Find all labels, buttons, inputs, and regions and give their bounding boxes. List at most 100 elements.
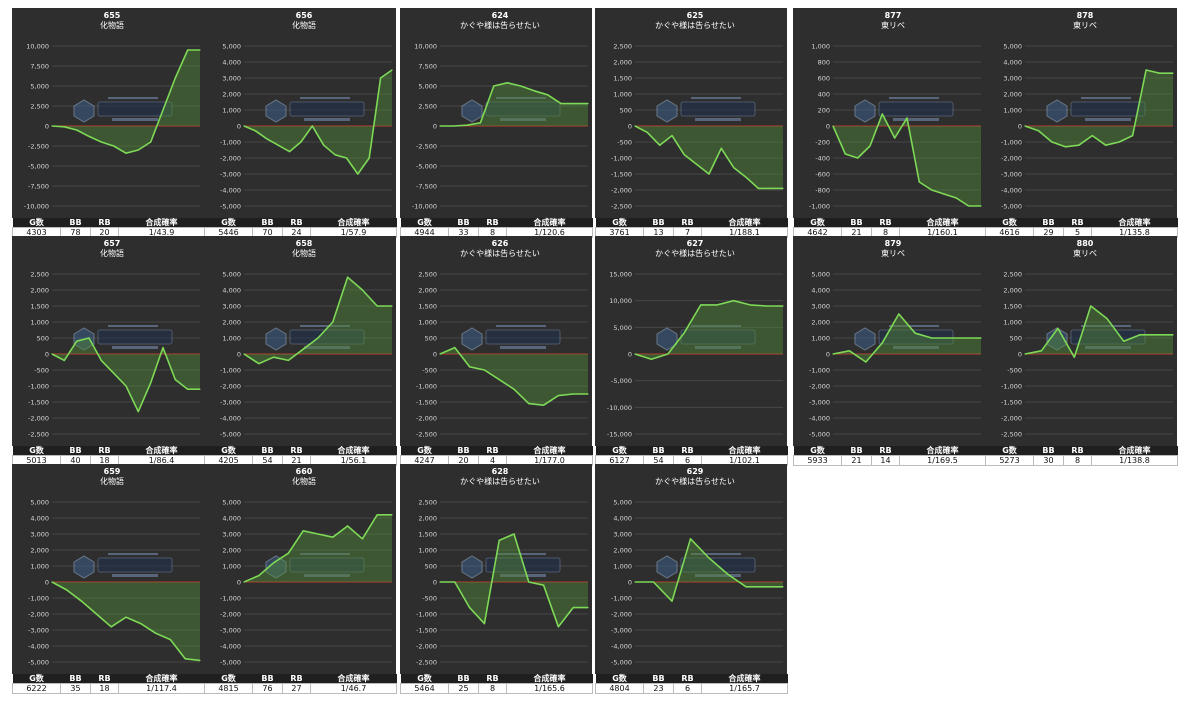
y-tick-label: 500 bbox=[425, 563, 437, 571]
data-point bbox=[368, 157, 370, 159]
machine-panel[interactable]: 628 かぐや様は告らせたい 2,500 2,000 1,500 1,000 500 0 -50… bbox=[400, 464, 593, 694]
y-tick-label: 5,000 bbox=[418, 83, 437, 91]
data-point bbox=[906, 117, 908, 119]
machine-panel[interactable]: 624 かぐや様は告らせたい 10,000 7,500 5,000 2,500 0 -2,50… bbox=[400, 8, 593, 238]
bb-count: 25 bbox=[448, 683, 479, 694]
machine-panel[interactable]: 879 東リベ 5,000 4,000 3,000 2,000 1,000 0 -1,000 -2… bbox=[793, 236, 986, 466]
chart-subtitle: 東リベ bbox=[881, 20, 905, 30]
data-point bbox=[634, 581, 636, 583]
y-tick-label: 5,000 bbox=[613, 499, 632, 507]
stats-header: G数 bbox=[12, 446, 61, 456]
data-point bbox=[587, 393, 589, 395]
anaslo-logo-watermark bbox=[73, 97, 173, 123]
y-tick-label: 5,000 bbox=[222, 271, 241, 279]
data-point bbox=[317, 337, 319, 339]
y-tick-label: 0 bbox=[45, 579, 49, 587]
stats-header: BB bbox=[252, 218, 283, 228]
chart-area: 657 化物語 2,500 2,000 1,500 1,000 500 0 -500 -1,000… bbox=[12, 236, 204, 446]
data-point bbox=[1057, 327, 1059, 329]
chart-subtitle: 化物語 bbox=[100, 248, 124, 258]
chart-subtitle: かぐや様は告らせたい bbox=[655, 476, 735, 486]
data-point bbox=[528, 403, 530, 405]
machine-panel[interactable]: 627 かぐや様は告らせたい 15,000 10,000 5,000 0 -5,000 -10… bbox=[595, 236, 788, 466]
y-tick-label: -1,000 bbox=[809, 367, 830, 375]
data-point bbox=[199, 659, 201, 661]
stats-header: RB bbox=[282, 674, 311, 684]
y-tick-label: -2,000 bbox=[611, 611, 632, 619]
y-tick-label: 2,000 bbox=[1003, 91, 1022, 99]
data-point bbox=[266, 138, 268, 140]
y-tick-label: 10,000 bbox=[609, 297, 632, 305]
stats-header: G数 bbox=[400, 674, 449, 684]
series-area bbox=[833, 114, 981, 206]
y-tick-label: 1,000 bbox=[222, 563, 241, 571]
machine-panel[interactable]: 660 化物語 5,000 4,000 3,000 2,000 1,000 0 -1,000 -2… bbox=[204, 464, 397, 694]
data-point bbox=[1037, 130, 1040, 132]
y-tick-label: 4,000 bbox=[222, 59, 241, 67]
y-tick-label: -1,000 bbox=[611, 155, 632, 163]
machine-panel[interactable]: 657 化物語 2,500 2,000 1,500 1,000 500 0 -500 -1,000… bbox=[12, 236, 205, 466]
y-tick-label: -5,000 bbox=[611, 659, 632, 667]
stats-table: G数 BB RB 合成確率 4944 33 8 1/120.6 bbox=[400, 218, 593, 238]
data-point bbox=[557, 626, 559, 628]
data-point bbox=[716, 304, 718, 306]
data-point bbox=[51, 353, 53, 355]
data-point bbox=[726, 573, 729, 575]
stats-header: 合成確率 bbox=[118, 674, 205, 684]
data-point bbox=[547, 94, 549, 96]
data-point bbox=[376, 305, 378, 307]
stats-table: G数 BB RB 合成確率 4642 21 8 1/160.1 bbox=[793, 218, 986, 238]
y-tick-label: -2,500 bbox=[28, 431, 49, 439]
data-point bbox=[100, 359, 102, 361]
data-point bbox=[332, 536, 334, 538]
y-tick-label: -4,000 bbox=[220, 187, 241, 195]
stats-header: BB bbox=[252, 674, 283, 684]
data-point bbox=[174, 379, 176, 381]
y-tick-label: 200 bbox=[818, 107, 830, 115]
data-point bbox=[955, 197, 957, 199]
y-tick-label: -3,000 bbox=[220, 627, 241, 635]
data-point bbox=[273, 562, 275, 564]
machine-panel[interactable]: 656 化物語 5,000 4,000 3,000 2,000 1,000 0 -1,000 -2… bbox=[204, 8, 397, 238]
stats-table: G数 BB RB 合成確率 4303 78 20 1/43.9 bbox=[12, 218, 205, 238]
data-point bbox=[543, 584, 545, 586]
machine-panel[interactable]: 878 東リベ 5,000 4,000 3,000 2,000 1,000 0 -1,000 -2… bbox=[985, 8, 1178, 238]
stats-header: 合成確率 bbox=[506, 446, 593, 456]
y-tick-label: 4,000 bbox=[222, 287, 241, 295]
chart-subtitle: かぐや様は告らせたい bbox=[655, 248, 735, 258]
data-point bbox=[469, 366, 471, 368]
machine-panel[interactable]: 877 東リベ 1,000 800 600 400 200 0 -200 -400 -600 -800… bbox=[793, 8, 986, 238]
stats-header: RB bbox=[478, 446, 507, 456]
stats-table: G数 BB RB 合成確率 6127 54 6 1/102.1 bbox=[595, 446, 788, 466]
data-point bbox=[720, 147, 722, 149]
machine-panel[interactable]: 625 かぐや様は告らせたい 2,500 2,000 1,500 1,000 500 0 -50… bbox=[595, 8, 788, 238]
y-tick-label: 500 bbox=[425, 335, 437, 343]
machine-panel[interactable]: 626 かぐや様は告らせたい 2,500 2,000 1,500 1,000 500 0 -50… bbox=[400, 236, 593, 466]
data-point bbox=[782, 187, 784, 189]
data-point bbox=[347, 525, 349, 527]
data-point bbox=[980, 337, 982, 339]
y-tick-label: 5,000 bbox=[30, 83, 49, 91]
y-tick-label: 5,000 bbox=[811, 271, 830, 279]
rb-count: 27 bbox=[282, 683, 311, 694]
data-point bbox=[391, 514, 393, 516]
y-tick-label: 2,000 bbox=[613, 59, 632, 67]
data-point bbox=[557, 395, 559, 397]
data-point bbox=[634, 125, 636, 127]
stats-table: G数 BB RB 合成確率 4815 76 27 1/46.7 bbox=[204, 674, 397, 694]
machine-panel[interactable]: 658 化物語 5,000 4,000 3,000 2,000 1,000 0 -1,000 -2… bbox=[204, 236, 397, 466]
bb-count: 35 bbox=[60, 683, 91, 694]
data-point bbox=[659, 144, 661, 146]
y-tick-label: -1,500 bbox=[611, 171, 632, 179]
chart-subtitle: かぐや様は告らせたい bbox=[460, 248, 540, 258]
machine-panel[interactable]: 629 かぐや様は告らせたい 5,000 4,000 3,000 2,000 1,000 0 -… bbox=[595, 464, 788, 694]
data-point bbox=[1105, 144, 1107, 146]
stats-header: RB bbox=[282, 446, 311, 456]
combined-rate: 1/138.8 bbox=[1091, 455, 1178, 466]
machine-panel[interactable]: 655 化物語 10,000 7,500 5,000 2,500 0 -2,500 -5,000… bbox=[12, 8, 205, 238]
machine-panel[interactable]: 880 東リベ 2,500 2,000 1,500 1,000 500 0 -500 -1,000… bbox=[985, 236, 1178, 466]
y-tick-label: 0 bbox=[628, 351, 632, 359]
chart-title: 655 bbox=[104, 11, 121, 20]
chart-area: 658 化物語 5,000 4,000 3,000 2,000 1,000 0 -1,000 -2… bbox=[204, 236, 396, 446]
machine-panel[interactable]: 659 化物語 5,000 4,000 3,000 2,000 1,000 0 -1,000 -2… bbox=[12, 464, 205, 694]
